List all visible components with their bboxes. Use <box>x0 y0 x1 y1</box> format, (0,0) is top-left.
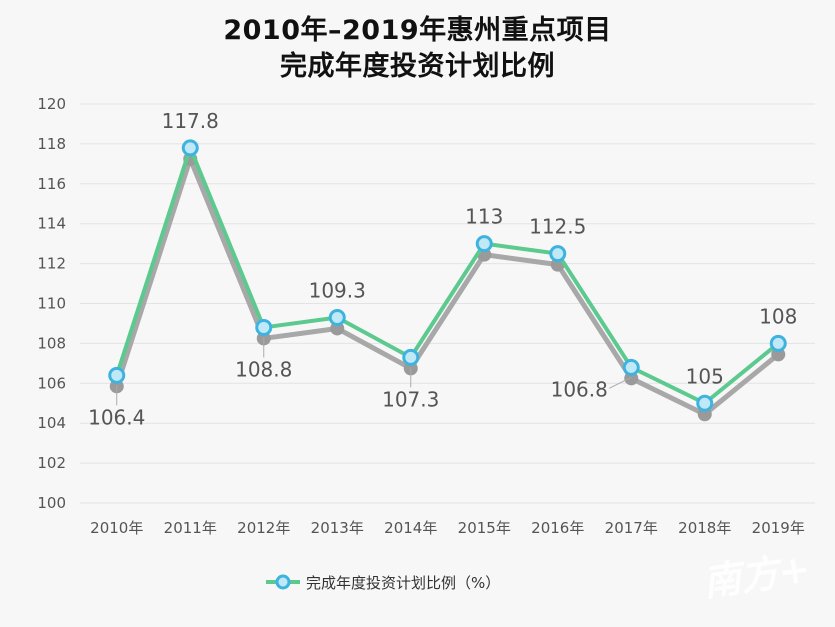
data-point <box>255 318 273 336</box>
data-point <box>622 358 640 376</box>
legend-marker-swatch <box>275 574 291 590</box>
x-axis-ticks: 2010年 2011年 2012年 2013年 2014年 2015年 2016年 2017年… <box>90 519 805 537</box>
x-tick-label: 2016年 <box>531 519 584 537</box>
label-leader-lines <box>116 337 632 406</box>
x-tick-label: 2012年 <box>237 519 290 537</box>
y-tick-label: 118 <box>37 135 66 153</box>
y-tick-label: 110 <box>37 295 66 313</box>
data-label: 105 <box>686 364 724 388</box>
label-leader-line <box>609 376 632 389</box>
x-tick-label: 2015年 <box>458 519 511 537</box>
x-tick-label: 2014年 <box>384 519 437 537</box>
x-tick-label: 2018年 <box>678 519 731 537</box>
data-label: 108 <box>759 304 797 328</box>
data-label: 117.8 <box>162 109 219 133</box>
y-tick-label: 120 <box>37 95 66 113</box>
chart-title-line1: 2010年–2019年惠州重点项目 <box>223 15 612 46</box>
x-tick-label: 2017年 <box>605 519 658 537</box>
data-label: 106.4 <box>88 405 145 429</box>
data-point <box>108 366 126 384</box>
data-point <box>328 308 346 326</box>
data-label: 108.8 <box>235 357 292 381</box>
data-point <box>475 235 493 253</box>
data-label: 107.3 <box>382 387 439 411</box>
data-label: 109.3 <box>309 278 366 302</box>
gridlines <box>80 103 815 504</box>
watermark-logo: 南方+ <box>700 546 813 605</box>
data-point <box>402 348 420 366</box>
x-tick-label: 2019年 <box>752 519 805 537</box>
y-tick-label: 106 <box>37 374 66 392</box>
legend-label: 完成年度投资计划比例（%） <box>306 574 500 592</box>
y-tick-label: 100 <box>37 494 66 512</box>
data-point <box>769 334 787 352</box>
chart-title-line2: 完成年度投资计划比例 <box>280 51 555 82</box>
y-tick-label: 112 <box>37 255 66 273</box>
y-tick-label: 102 <box>37 454 66 472</box>
series-line <box>114 145 780 406</box>
series-markers <box>108 139 787 412</box>
y-tick-label: 114 <box>37 215 66 233</box>
series-shadow <box>109 151 786 422</box>
y-tick-label: 116 <box>37 175 66 193</box>
y-axis-ticks: 100 102 104 106 108 110 112 114 116 118 120 <box>37 95 66 512</box>
data-point <box>549 245 567 263</box>
series-line-path <box>114 145 780 406</box>
data-label: 112.5 <box>529 215 586 239</box>
data-point <box>181 139 199 157</box>
data-labels: 106.4 117.8 108.8 109.3 107.3 113 112.5 106.8 10… <box>88 109 797 429</box>
y-tick-label: 104 <box>37 414 66 432</box>
x-tick-label: 2013年 <box>311 519 364 537</box>
series-shadow-line <box>114 156 780 417</box>
data-point <box>696 394 714 412</box>
y-tick-label: 108 <box>37 334 66 352</box>
legend[interactable]: 完成年度投资计划比例（%） <box>266 574 500 592</box>
x-tick-label: 2011年 <box>164 519 217 537</box>
x-tick-label: 2010年 <box>90 519 143 537</box>
data-label: 106.8 <box>551 377 608 401</box>
data-label: 113 <box>465 205 503 229</box>
